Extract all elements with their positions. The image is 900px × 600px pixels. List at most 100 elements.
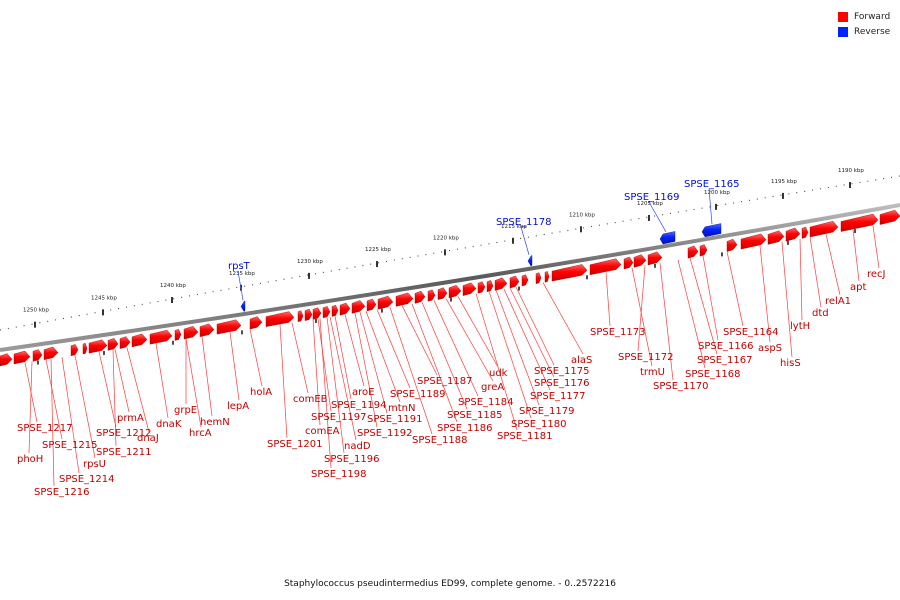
forward-gene [297, 310, 304, 323]
forward-gene [119, 336, 131, 349]
label-leaders [24, 188, 880, 487]
forward-gene [199, 323, 215, 337]
leader-line [359, 311, 388, 414]
leader-line [659, 262, 674, 381]
forward-gene [477, 281, 486, 294]
forward-gene [331, 304, 339, 317]
forward-gene [494, 277, 508, 291]
reverse-swatch [838, 26, 848, 37]
forward-gene [366, 298, 377, 312]
forward-gene [174, 328, 182, 341]
leader-line [61, 357, 80, 474]
leader-line [637, 265, 646, 352]
leader-line [509, 287, 555, 378]
forward-gene [544, 271, 550, 283]
legend-label: Reverse [854, 26, 891, 37]
legend-item-reverse: Reverse [838, 24, 890, 39]
forward-gene [395, 292, 414, 307]
gene-label: SPSE_1217 [17, 423, 73, 434]
forward-gene [131, 333, 148, 348]
coordinate-ring [0, 175, 900, 331]
legend: Forward Reverse [838, 9, 890, 39]
leader-line [605, 272, 611, 327]
gene-label: phoH [17, 454, 43, 465]
gene-label: rpsT [228, 261, 251, 272]
forward-gene [427, 289, 436, 302]
forward-gene [767, 230, 785, 245]
forward-gene [88, 339, 108, 354]
leader-line [726, 251, 744, 327]
forward-gene [183, 326, 199, 340]
tick-label: 1250 kbp [23, 308, 49, 314]
tick-label: 1225 kbp [365, 247, 391, 253]
gene-label: comEB [293, 394, 328, 405]
backbone-ticks [37, 229, 856, 365]
forward-gene [377, 295, 394, 310]
reverse-gene [527, 255, 533, 267]
forward-gene [32, 349, 43, 362]
gene-label: dnaK [156, 419, 182, 430]
gene-label: hrcA [189, 428, 212, 439]
forward-swatch [838, 11, 848, 22]
leader-line [114, 349, 130, 413]
gene-label: SPSE_1201 [267, 439, 323, 450]
gene-label: SPSE_1169 [624, 192, 680, 203]
leader-line [229, 332, 240, 401]
forward-gene [699, 244, 708, 257]
gene-label: SPSE_1170 [653, 381, 709, 392]
gene-label: dnaJ [137, 433, 159, 444]
leader-line [365, 311, 401, 403]
legend-item-forward: Forward [838, 9, 890, 24]
reverse-gene [240, 300, 246, 312]
tick-label: 1210 kbp [569, 212, 595, 218]
gene-label: mtnN [388, 403, 415, 414]
gene-label: SPSE_1164 [723, 327, 779, 338]
gene-label: SPSE_1177 [530, 391, 586, 402]
leader-line [825, 234, 841, 296]
gene-label: SPSE_1189 [390, 389, 446, 400]
forward-gene [589, 258, 622, 276]
leader-line [809, 236, 822, 308]
leader-line [520, 226, 530, 255]
gene-label: alaS [571, 355, 592, 366]
gene-label: SPSE_1175 [534, 366, 590, 377]
gene-label: relA1 [825, 296, 851, 307]
leader-line [781, 241, 793, 358]
gene-label: SPSE_1215 [42, 440, 98, 451]
tick-label: 1245 kbp [91, 295, 117, 301]
tick-label: 1220 kbp [433, 235, 459, 241]
leader-line [542, 282, 584, 355]
tick-label: 1235 kbp [229, 271, 255, 277]
forward-gene [486, 280, 494, 293]
gene-label: SPSE_1176 [534, 378, 590, 389]
leader-line [677, 259, 706, 369]
forward-gene [82, 342, 88, 355]
gene-label: prmA [117, 413, 144, 424]
map-caption: Staphylococcus pseudintermedius ED99, co… [284, 579, 616, 589]
leader-line [291, 322, 309, 394]
forward-gene [521, 274, 529, 287]
leader-line [319, 318, 332, 469]
forward-gene [249, 316, 263, 330]
tick-label: 1215 kbp [501, 224, 527, 230]
forward-gene [149, 329, 173, 345]
leader-line [50, 358, 55, 487]
leader-line [28, 361, 33, 454]
leader-line [126, 347, 150, 433]
gene-label: holA [250, 387, 272, 398]
gene-label: dtd [812, 308, 829, 319]
gene-label: SPSE_1188 [412, 435, 468, 446]
leader-line [689, 257, 718, 355]
gene-label: greA [481, 382, 504, 393]
tick-label: 1230 kbp [297, 259, 323, 265]
forward-gene [840, 213, 879, 232]
forward-gene [879, 209, 900, 225]
tick-label: 1190 kbp [838, 168, 864, 174]
gene-label: SPSE_1181 [497, 431, 553, 442]
leader-line [45, 359, 63, 440]
leader-line [852, 229, 860, 282]
forward-gene [437, 287, 448, 300]
gene-label: SPSE_1214 [59, 474, 115, 485]
gene-label: SPSE_1184 [458, 397, 514, 408]
gene-track [0, 209, 900, 367]
